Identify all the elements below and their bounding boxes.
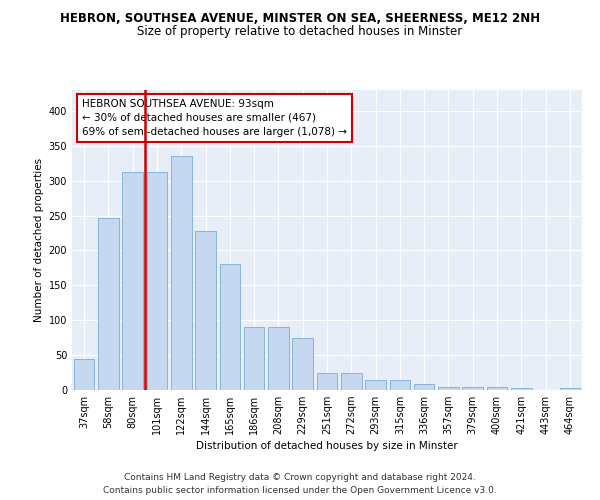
Text: Size of property relative to detached houses in Minster: Size of property relative to detached ho… xyxy=(137,25,463,38)
Bar xyxy=(146,172,167,390)
Text: Contains public sector information licensed under the Open Government Licence v3: Contains public sector information licen… xyxy=(103,486,497,495)
Bar xyxy=(341,372,362,390)
Bar xyxy=(195,231,216,390)
Bar xyxy=(438,386,459,390)
Bar xyxy=(74,360,94,390)
Bar xyxy=(487,386,508,390)
X-axis label: Distribution of detached houses by size in Minster: Distribution of detached houses by size … xyxy=(196,442,458,452)
Text: HEBRON SOUTHSEA AVENUE: 93sqm
← 30% of detached houses are smaller (467)
69% of : HEBRON SOUTHSEA AVENUE: 93sqm ← 30% of d… xyxy=(82,99,347,137)
Bar xyxy=(560,388,580,390)
Bar xyxy=(244,327,265,390)
Bar xyxy=(414,384,434,390)
Bar xyxy=(98,218,119,390)
Bar xyxy=(463,386,483,390)
Bar xyxy=(317,372,337,390)
Bar xyxy=(389,380,410,390)
Bar xyxy=(171,156,191,390)
Text: HEBRON, SOUTHSEA AVENUE, MINSTER ON SEA, SHEERNESS, ME12 2NH: HEBRON, SOUTHSEA AVENUE, MINSTER ON SEA,… xyxy=(60,12,540,26)
Bar xyxy=(268,327,289,390)
Bar xyxy=(220,264,240,390)
Y-axis label: Number of detached properties: Number of detached properties xyxy=(34,158,44,322)
Bar xyxy=(365,380,386,390)
Bar xyxy=(292,338,313,390)
Bar xyxy=(122,172,143,390)
Text: Contains HM Land Registry data © Crown copyright and database right 2024.: Contains HM Land Registry data © Crown c… xyxy=(124,474,476,482)
Bar xyxy=(511,388,532,390)
